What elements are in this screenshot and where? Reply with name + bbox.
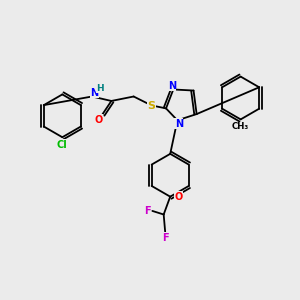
Text: CH₃: CH₃: [232, 122, 249, 131]
Text: N: N: [175, 119, 183, 129]
Text: Cl: Cl: [57, 140, 68, 150]
Text: O: O: [95, 115, 103, 125]
Text: F: F: [162, 233, 169, 243]
Text: S: S: [148, 101, 155, 111]
Text: H: H: [96, 84, 104, 93]
Text: O: O: [174, 192, 183, 202]
Text: N: N: [90, 88, 98, 98]
Text: N: N: [168, 81, 176, 91]
Text: F: F: [144, 206, 150, 216]
